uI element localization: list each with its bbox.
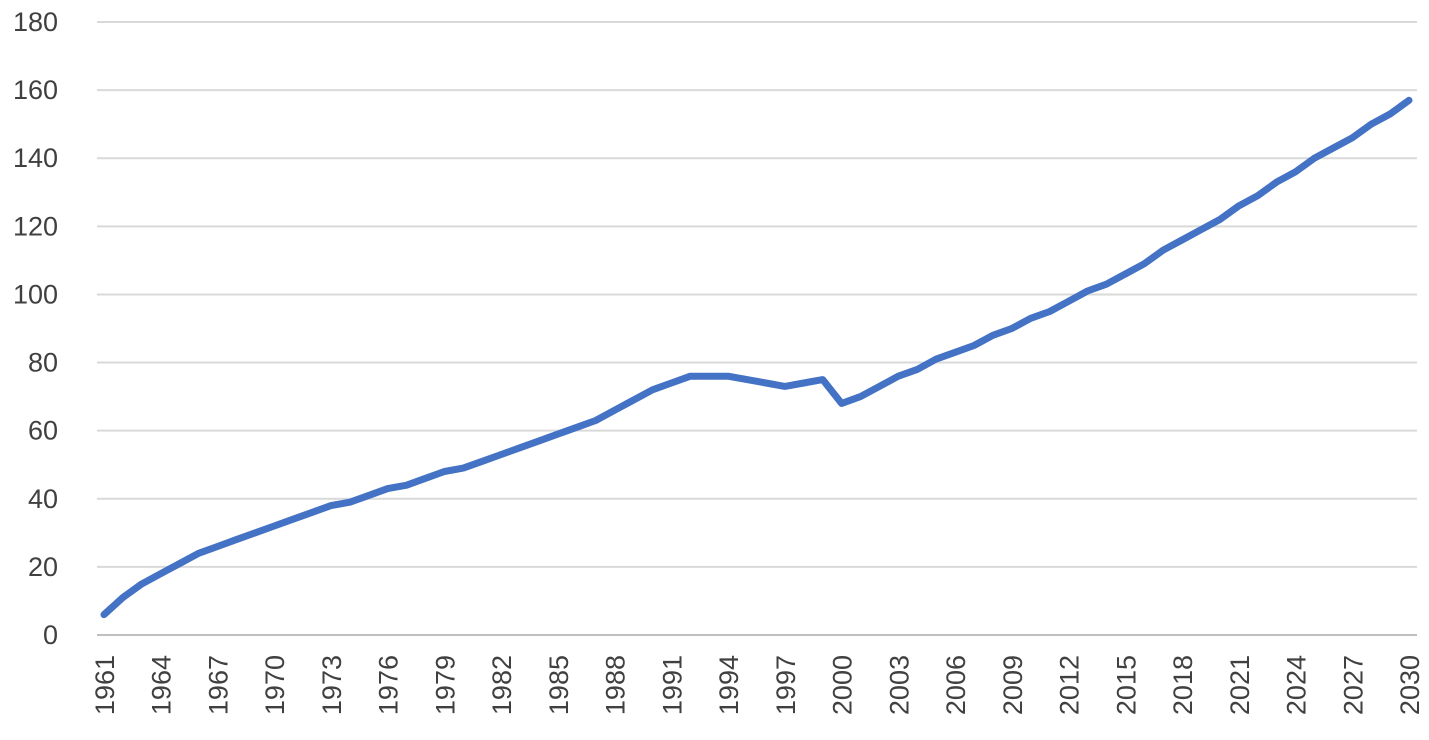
x-tick-label: 1988 <box>601 655 631 715</box>
y-tick-label: 160 <box>13 75 58 105</box>
x-tick-label: 1979 <box>430 655 460 715</box>
x-tick-label: 2024 <box>1282 655 1312 715</box>
x-tick-label: 1997 <box>771 655 801 715</box>
x-tick-label: 1961 <box>90 655 120 715</box>
x-tick-label: 2009 <box>998 655 1028 715</box>
x-tick-label: 1991 <box>657 655 687 715</box>
x-tick-label: 1967 <box>203 655 233 715</box>
y-tick-label: 80 <box>28 348 58 378</box>
x-tick-label: 1985 <box>544 655 574 715</box>
x-tick-label: 1982 <box>487 655 517 715</box>
y-axis-tick-labels: 0 20 40 60 80 100 120 140 160 180 <box>13 7 58 650</box>
gridlines <box>97 21 1417 568</box>
x-tick-label: 1964 <box>147 655 177 715</box>
x-tick-label: 2030 <box>1395 655 1425 715</box>
x-tick-label: 2006 <box>941 655 971 715</box>
x-tick-label: 1973 <box>317 655 347 715</box>
x-tick-label: 1970 <box>260 655 290 715</box>
y-tick-label: 0 <box>43 620 58 650</box>
x-tick-label: 2018 <box>1168 655 1198 715</box>
x-tick-label: 1994 <box>714 655 744 715</box>
x-tick-label: 2027 <box>1338 655 1368 715</box>
x-tick-label: 2021 <box>1225 655 1255 715</box>
x-tick-label: 2012 <box>1055 655 1085 715</box>
y-tick-label: 20 <box>28 552 58 582</box>
y-tick-label: 40 <box>28 484 58 514</box>
x-tick-label: 2015 <box>1111 655 1141 715</box>
y-tick-label: 100 <box>13 279 58 309</box>
y-tick-label: 120 <box>13 211 58 241</box>
x-tick-label: 1976 <box>374 655 404 715</box>
y-tick-label: 60 <box>28 416 58 446</box>
y-tick-label: 180 <box>13 7 58 37</box>
series-line <box>100 96 1413 619</box>
x-tick-label: 2003 <box>884 655 914 715</box>
x-axis-tick-labels: 1961 1964 1967 1970 1973 1976 1979 1982 1985 1988… <box>90 655 1425 715</box>
y-tick-label: 140 <box>13 143 58 173</box>
series-layer <box>100 96 1413 619</box>
x-tick-label: 2000 <box>828 655 858 715</box>
